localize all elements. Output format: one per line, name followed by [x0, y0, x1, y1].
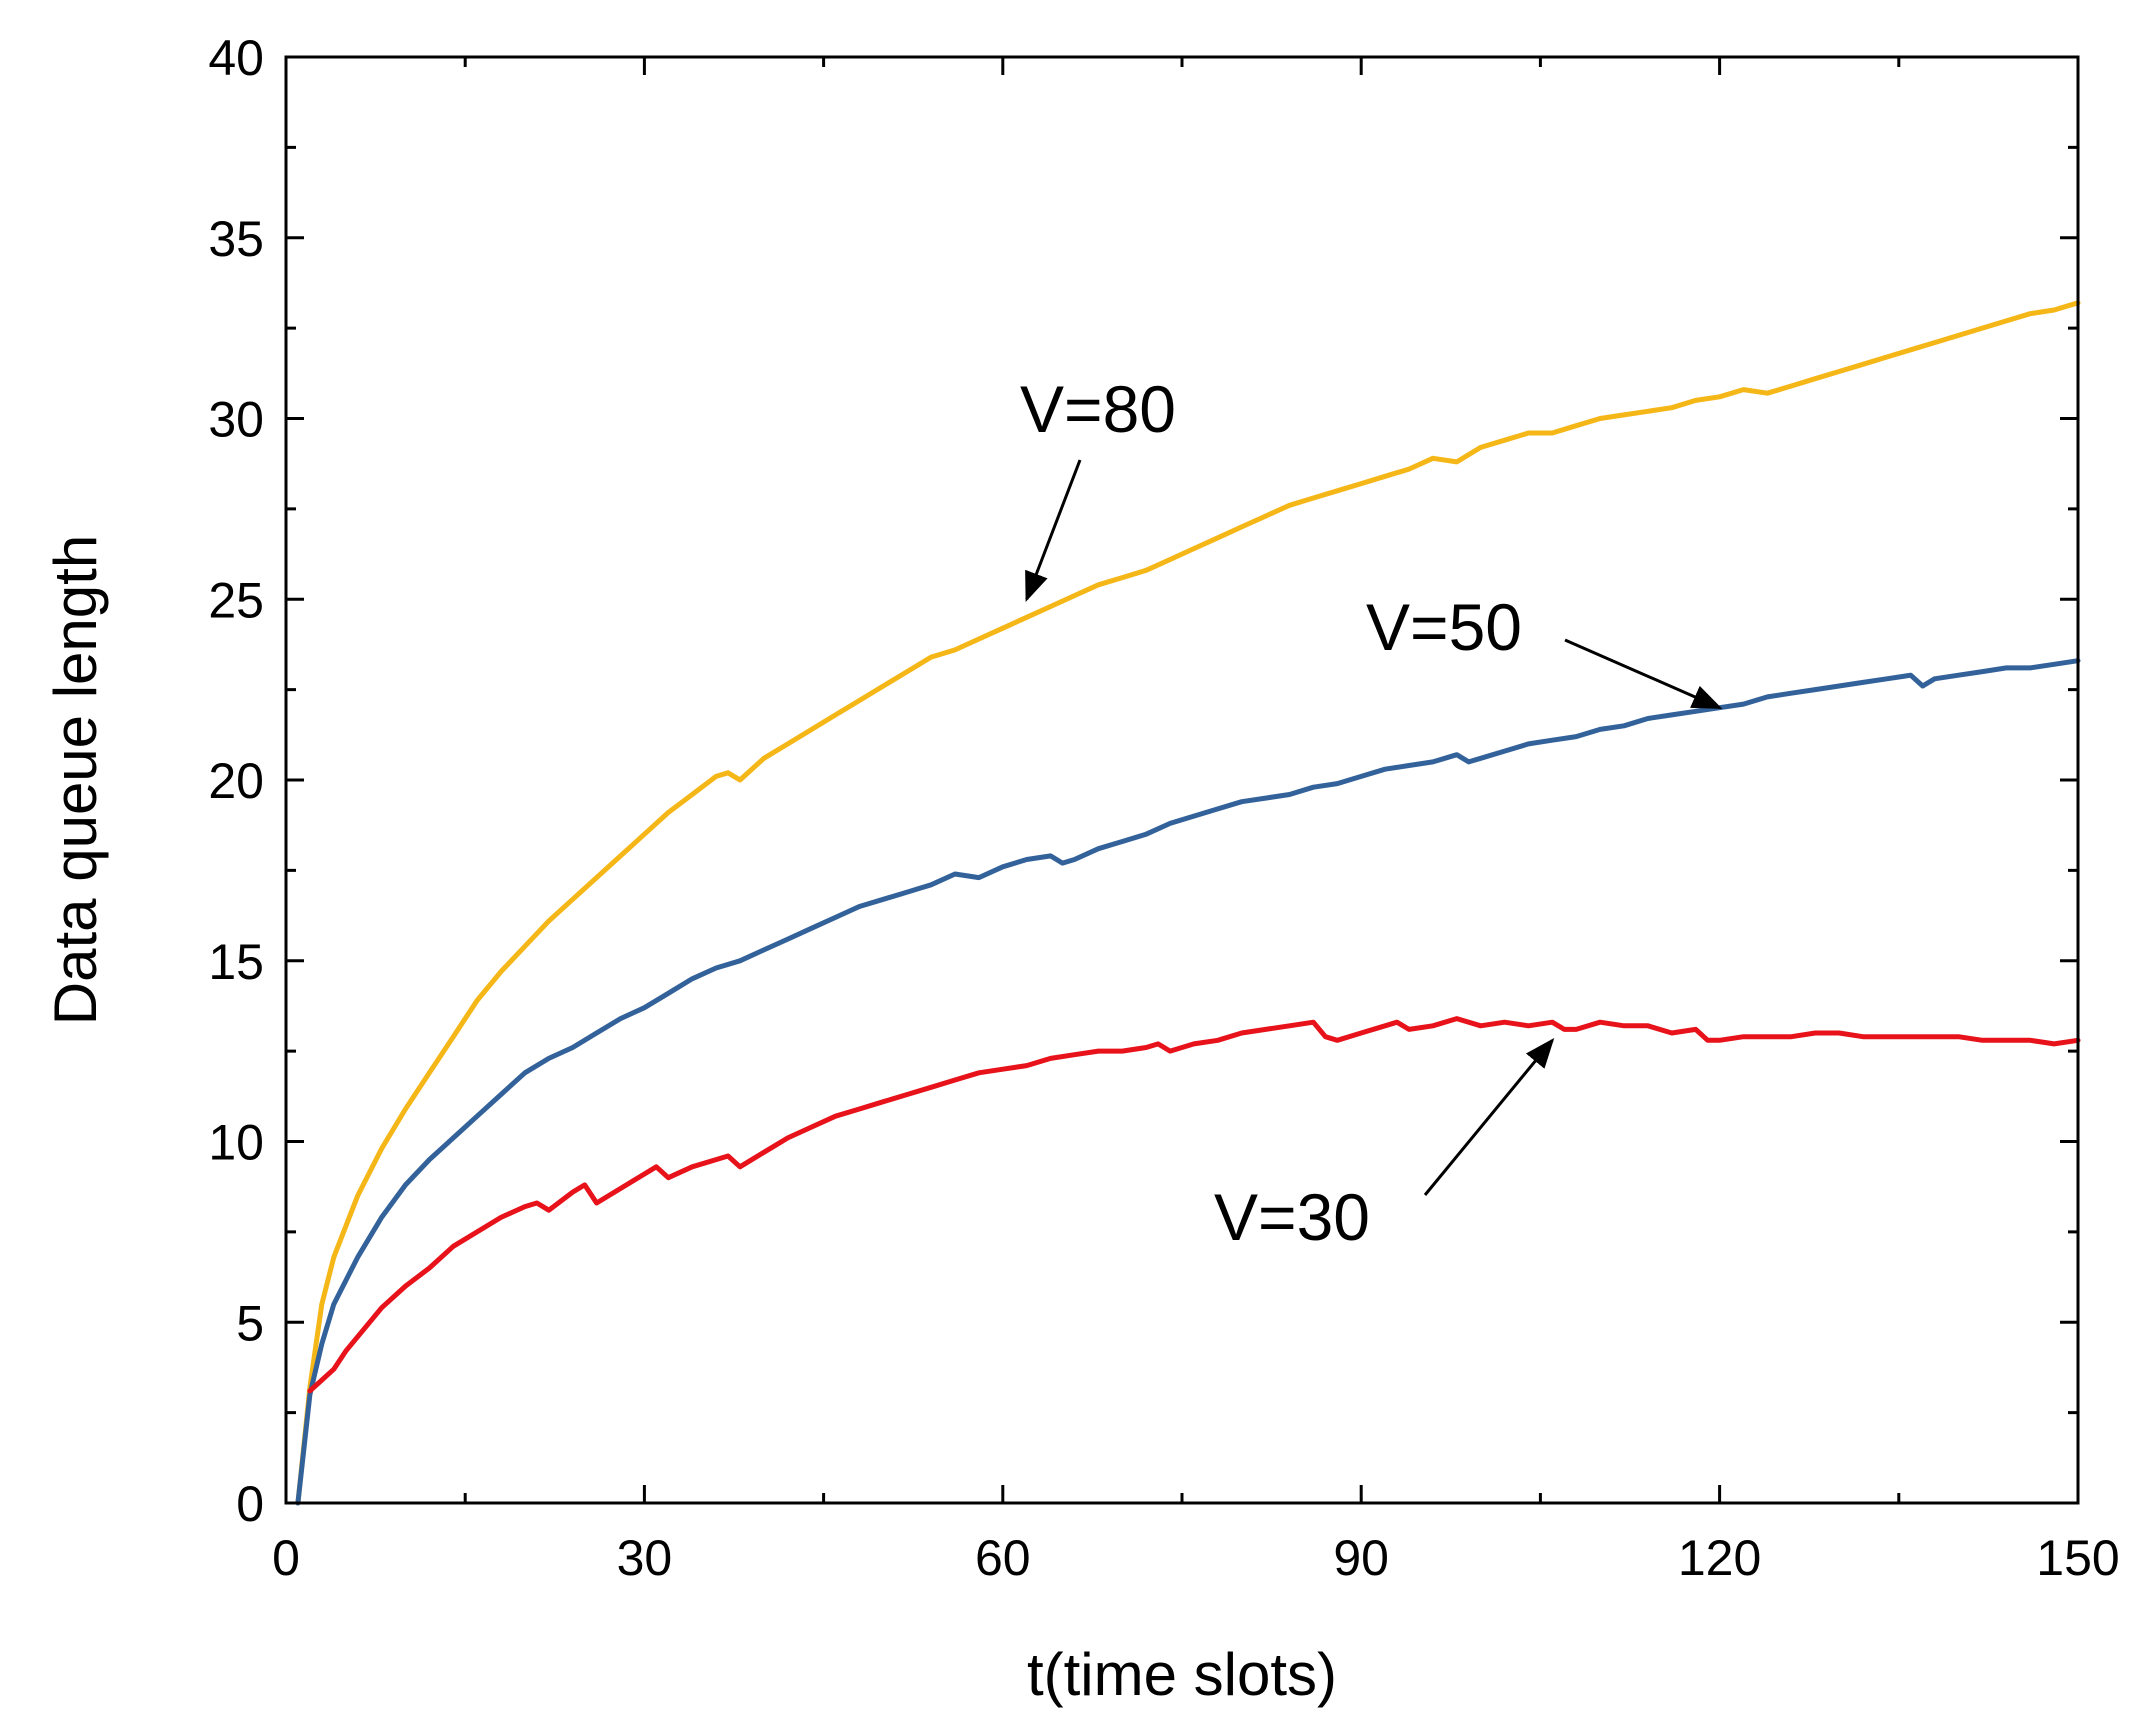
y-tick-label: 5	[236, 1295, 264, 1351]
y-tick-label: 10	[208, 1115, 264, 1171]
tick-labels: 0 30 60 90 120 150 0 5 10 15 20 25 30 35 40	[208, 30, 2119, 1586]
series-lines	[295, 300, 2081, 1506]
series-line-v80	[295, 300, 2081, 1506]
y-tick-label: 40	[208, 30, 264, 86]
y-tick-label: 35	[208, 211, 264, 267]
x-tick-label: 0	[272, 1530, 300, 1586]
y-axis-title: Data queue length	[42, 535, 109, 1025]
y-tick-label: 25	[208, 572, 264, 628]
annotation-label-v80: V=80	[1020, 372, 1176, 446]
x-axis-title: t(time slots)	[1027, 1641, 1337, 1708]
y-tick-label: 0	[236, 1476, 264, 1532]
x-tick-label: 30	[617, 1530, 673, 1586]
x-tick-label: 90	[1333, 1530, 1389, 1586]
y-tick-label: 20	[208, 753, 264, 809]
y-tick-label: 15	[208, 934, 264, 990]
annotation-label-v30: V=30	[1214, 1180, 1370, 1254]
annotation-arrow-v30	[1423, 1037, 1555, 1196]
x-tick-label: 60	[975, 1530, 1031, 1586]
y-tick-label: 30	[208, 392, 264, 448]
annotation-arrow-v50	[1564, 638, 1723, 710]
annotations: V=80 V=50 V=30	[1020, 372, 1723, 1254]
plot-frame	[284, 55, 2080, 1505]
annotation-label-v50: V=50	[1366, 590, 1522, 664]
annotation-arrow-v80	[1025, 459, 1082, 603]
series-line-v30	[307, 1016, 2081, 1394]
series-line-v50	[295, 658, 2081, 1506]
x-tick-label: 150	[2036, 1530, 2119, 1586]
x-tick-label: 120	[1678, 1530, 1761, 1586]
tick-marks	[284, 55, 2080, 1505]
